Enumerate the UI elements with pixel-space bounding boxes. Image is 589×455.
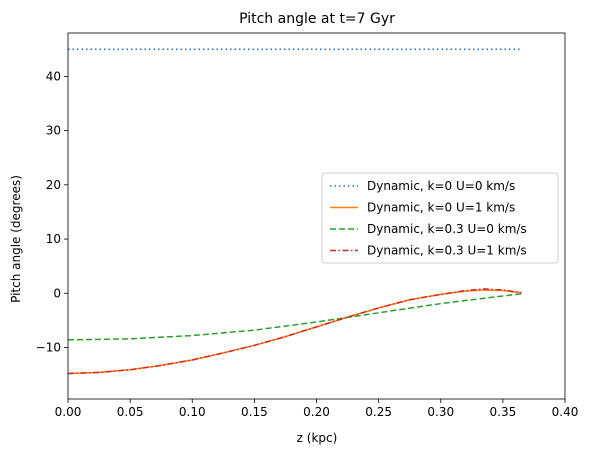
legend-label-3: Dynamic, k=0.3 U=0 km/s (367, 222, 527, 236)
y-tick-label: 0 (53, 286, 61, 300)
x-tick-label: 0.40 (552, 405, 579, 419)
series-line-3 (67, 293, 522, 341)
y-axis-label: Pitch angle (degrees) (9, 175, 23, 303)
y-axis-ticks: −10 0 10 20 30 40 (36, 69, 68, 354)
x-tick-label: 0.20 (303, 405, 330, 419)
x-tick-label: 0.30 (427, 405, 454, 419)
y-tick-label: 40 (46, 69, 61, 83)
legend-box (321, 172, 559, 264)
chart-title: Pitch angle at t=7 Gyr (239, 11, 395, 27)
legend-label-4: Dynamic, k=0.3 U=1 km/s (367, 244, 527, 258)
y-tick-label: 20 (46, 178, 61, 192)
legend-label-1: Dynamic, k=0 U=0 km/s (367, 179, 515, 193)
x-axis-label: z (kpc) (297, 431, 338, 445)
y-tick-label: 10 (46, 232, 61, 246)
y-tick-label: 30 (46, 124, 61, 138)
x-tick-label: 0.15 (241, 405, 268, 419)
legend-label-2: Dynamic, k=0 U=1 km/s (367, 201, 515, 215)
series-line-4 (67, 288, 522, 375)
x-tick-label: 0.00 (55, 405, 82, 419)
x-tick-label: 0.10 (179, 405, 206, 419)
legend: Dynamic, k=0 U=0 km/s Dynamic, k=0 U=1 km… (321, 172, 559, 264)
x-tick-label: 0.05 (117, 405, 144, 419)
x-axis-ticks: 0.00 0.05 0.10 0.15 0.20 0.25 0.30 0.35 0.40 (55, 399, 579, 419)
x-tick-label: 0.35 (490, 405, 517, 419)
x-tick-label: 0.25 (365, 405, 392, 419)
y-tick-label: −10 (36, 340, 61, 354)
